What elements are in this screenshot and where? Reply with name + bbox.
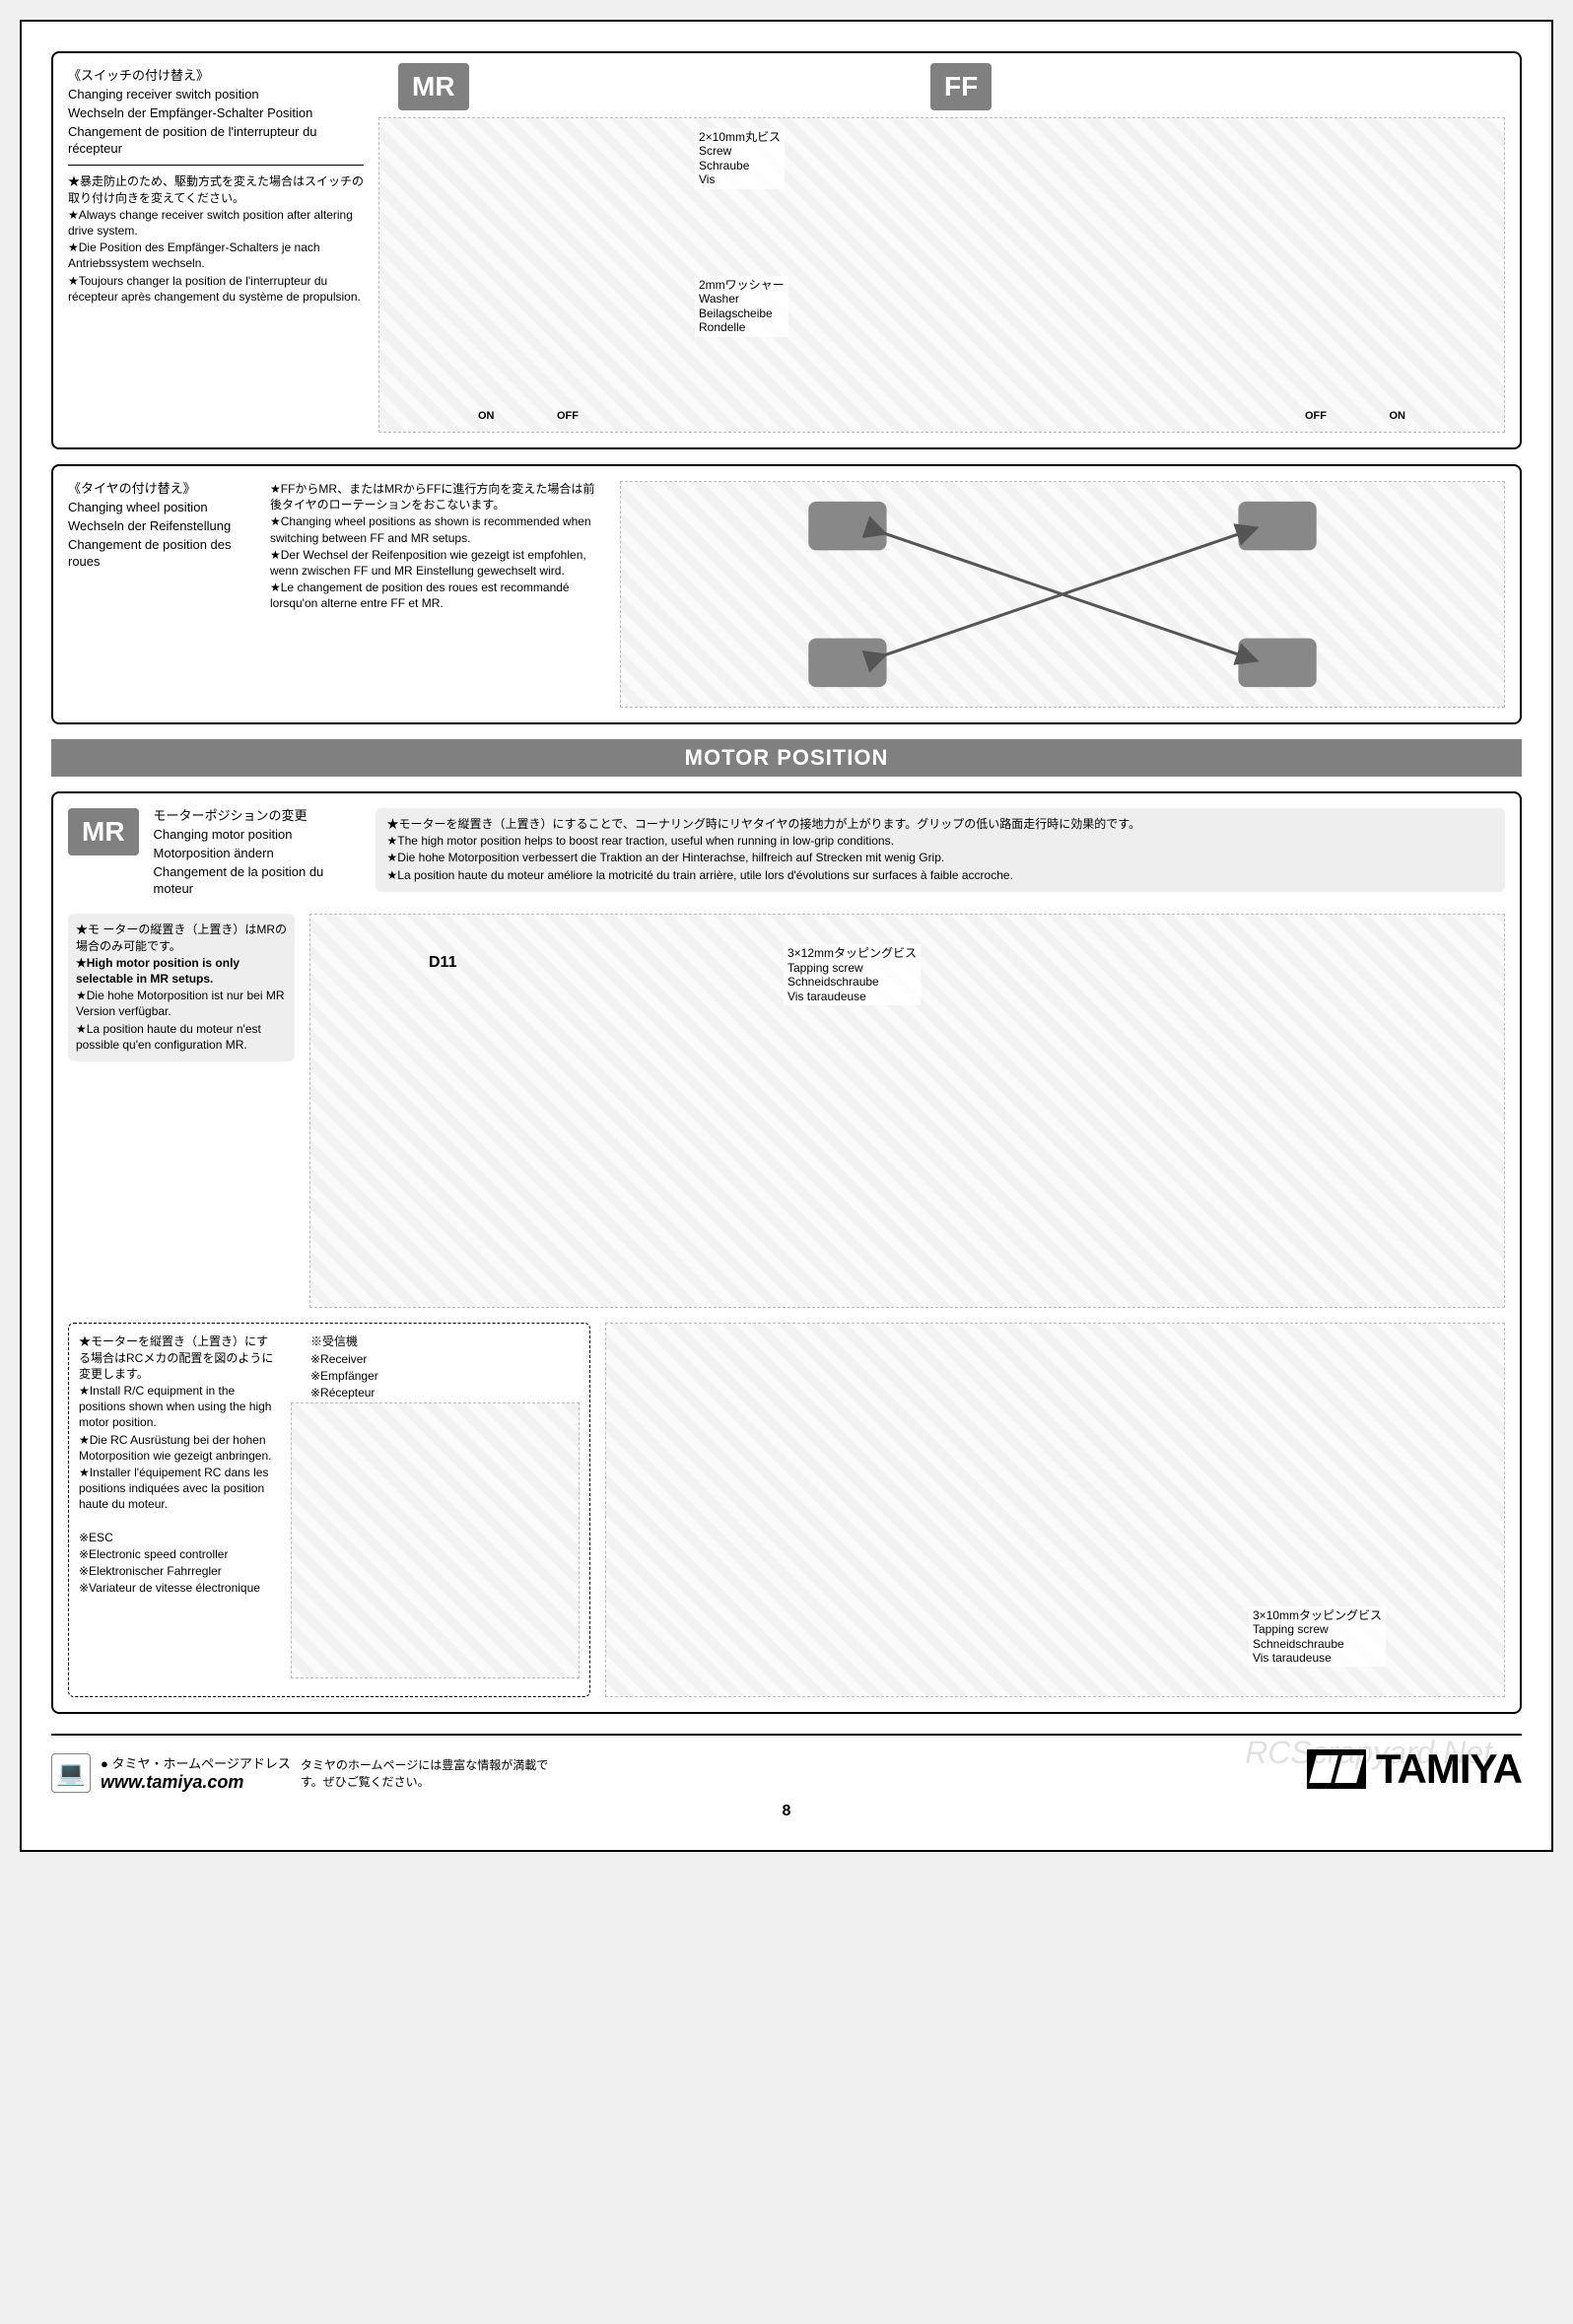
washer-de: Beilagscheibe [699,307,785,320]
callout-washer: 2mmワッシャー Washer Beilagscheibe Rondelle [695,276,788,337]
manual-page: 《スイッチの付け替え》 Changing receiver switch pos… [20,20,1553,1852]
esc-label: ※ESC [79,1530,276,1545]
s1-note-de: ★Die Position des Empfänger-Schalters je… [68,239,364,271]
badge-mr-motor: MR [68,808,139,855]
s3-leftnote-de: ★Die hohe Motorposition ist nur bei MR V… [76,988,287,1019]
section-switch-position: 《スイッチの付け替え》 Changing receiver switch pos… [51,51,1522,449]
screw312-en: Tapping screw [787,961,917,975]
section1-title-block: 《スイッチの付け替え》 Changing receiver switch pos… [68,68,364,433]
badge-mr: MR [398,63,469,110]
s2-title-de: Wechseln der Reifenstellung [68,518,255,535]
s2-title-en: Changing wheel position [68,500,255,516]
s1-note-jp: ★暴走防止のため、駆動方式を変えた場合はスイッチの取り付け向きを変えてください。 [68,173,364,205]
s3-topnote-de: ★Die hohe Motorposition verbessert die T… [387,850,1493,865]
s2-note-fr: ★Le changement de position des roues est… [270,580,605,611]
s3-leftnote-fr: ★La position haute du moteur n'est possi… [76,1021,287,1053]
wheel-swap-arrows [621,482,1504,707]
screw310-en: Tapping screw [1253,1622,1382,1636]
s3-title-en: Changing motor position [154,827,361,844]
s2-note-jp: ★FFからMR、またはMRからFFに進行方向を変えた場合は前後タイヤのローテーシ… [270,481,605,513]
washer-fr: Rondelle [699,320,785,334]
s1-note-fr: ★Toujours changer la position de l'inter… [68,273,364,305]
s1-title-jp: 《スイッチの付け替え》 [68,68,364,85]
rx-fr: ※Récepteur [310,1385,378,1401]
esc-fr: ※Variateur de vitesse électronique [79,1580,276,1596]
callout-screw: 2×10mm丸ビス Screw Schraube Vis [695,128,785,189]
footer-jp1: ● タミヤ・ホームページアドレス [101,1753,291,1772]
s1-note-en: ★Always change receiver switch position … [68,207,364,239]
screw310-de: Schneidschraube [1253,1637,1382,1651]
s3-topnote-en: ★The high motor position helps to boost … [387,833,1493,849]
rx-de: ※Empfänger [310,1368,378,1384]
s1-title-de: Wechseln der Empfänger-Schalter Position [68,105,364,122]
footer-left: 💻 ● タミヤ・ホームページアドレス www.tamiya.com タミヤのホー… [51,1753,557,1793]
rx-jp: ※受信機 [310,1333,378,1349]
page-footer: 💻 ● タミヤ・ホームページアドレス www.tamiya.com タミヤのホー… [51,1734,1522,1793]
motor-position-header: MOTOR POSITION [51,739,1522,777]
dashed-en: ★Install R/C equipment in the positions … [79,1383,276,1431]
screw-jp: 2×10mm丸ビス [699,130,781,144]
s3-title-de: Motorposition ändern [154,846,361,862]
s1-title-fr: Changement de position de l'interrupteur… [68,124,364,158]
s2-title-block: 《タイヤの付け替え》 Changing wheel position Wechs… [68,481,255,708]
footer-jp2: タミヤのホームページには豊富な情報が満載です。ぜひご覧ください。 [301,1756,557,1790]
callout-screw312: 3×12mmタッピングビス Tapping screw Schneidschra… [784,944,921,1005]
esc-en: ※Electronic speed controller [79,1546,276,1562]
s3-leftnote-jp: ★モ ーターの縦置き（上置き）はMRの場合のみ可能です。 [76,922,287,953]
s3-topnote-fr: ★La position haute du moteur améliore la… [387,867,1493,883]
dashed-de: ★Die RC Ausrüstung bei der hohen Motorpo… [79,1432,276,1464]
esc-de: ※Elektronischer Fahrregler [79,1563,276,1579]
s3-title-fr: Changement de la position du moteur [154,864,361,898]
s2-note-de: ★Der Wechsel der Reifenposition wie geze… [270,547,605,579]
divider [68,165,364,166]
computer-icon: 💻 [51,1753,91,1793]
rc-equipment-box: ★モーターを縦置き（上置き）にする場合はRCメカの配置を図のように変更します。 … [68,1323,590,1697]
brand-block: TAMIYA [1307,1745,1522,1793]
screw312-de: Schneidschraube [787,975,917,989]
s3-title-jp: モーターポジションの変更 [154,808,361,825]
section-wheel-position: 《タイヤの付け替え》 Changing wheel position Wechs… [51,464,1522,724]
rc-layout-diagram [291,1402,580,1678]
screw312-jp: 3×12mmタッピングビス [787,946,917,960]
motor-diagram-top: D11 3×12mmタッピングビス Tapping screw Schneids… [309,914,1505,1308]
brand-name: TAMIYA [1376,1745,1522,1793]
s2-note-block: ★FFからMR、またはMRからFFに進行方向を変えた場合は前後タイヤのローテーシ… [270,481,605,708]
rx-en: ※Receiver [310,1351,378,1367]
s2-title-fr: Changement de position des roues [68,537,255,571]
badge-ff: FF [930,63,992,110]
screw-de: Schraube [699,159,781,172]
screw-fr: Vis [699,172,781,186]
on-label-2: ON [1390,410,1406,422]
s3-topnote-jp: ★モーターを縦置き（上置き）にすることで、コーナリング時にリヤタイヤの接地力が上… [387,816,1493,832]
part-d11: D11 [429,954,456,972]
page-number: 8 [51,1803,1522,1820]
section1-diagram-area: MR FF 2×10mm丸ビス Screw Schraube Vis 2mmワッ… [378,68,1505,433]
off-label-1: OFF [557,410,579,422]
s1-title-en: Changing receiver switch position [68,87,364,103]
s2-note-en: ★Changing wheel positions as shown is re… [270,513,605,545]
dashed-fr: ★Installer l'équipement RC dans les posi… [79,1465,276,1513]
dashed-jp: ★モーターを縦置き（上置き）にする場合はRCメカの配置を図のように変更します。 [79,1333,276,1382]
chassis-diagram [620,481,1505,708]
s3-leftnote-en: ★High motor position is only selectable … [76,955,287,987]
screw310-fr: Vis taraudeuse [1253,1651,1382,1665]
s3-title-block: モーターポジションの変更 Changing motor position Mot… [154,808,361,899]
on-label-1: ON [478,410,495,422]
callout-screw310: 3×10mmタッピングビス Tapping screw Schneidschra… [1249,1606,1386,1668]
off-label-2: OFF [1305,410,1327,422]
section-motor-position: MR モーターポジションの変更 Changing motor position … [51,791,1522,1714]
s3-topnote: ★モーターを縦置き（上置き）にすることで、コーナリング時にリヤタイヤの接地力が上… [376,808,1505,892]
screw310-jp: 3×10mmタッピングビス [1253,1608,1382,1622]
screw-en: Screw [699,144,781,158]
washer-en: Washer [699,292,785,306]
washer-jp: 2mmワッシャー [699,278,785,292]
s2-title-jp: 《タイヤの付け替え》 [68,481,255,498]
s3-left-column: ★モ ーターの縦置き（上置き）はMRの場合のみ可能です。 ★High motor… [68,914,295,1308]
tamiya-star-logo [1307,1749,1366,1789]
screw312-fr: Vis taraudeuse [787,990,917,1003]
motor-diagram-bottom: 3×10mmタッピングビス Tapping screw Schneidschra… [605,1323,1505,1697]
footer-url: www.tamiya.com [101,1772,291,1793]
